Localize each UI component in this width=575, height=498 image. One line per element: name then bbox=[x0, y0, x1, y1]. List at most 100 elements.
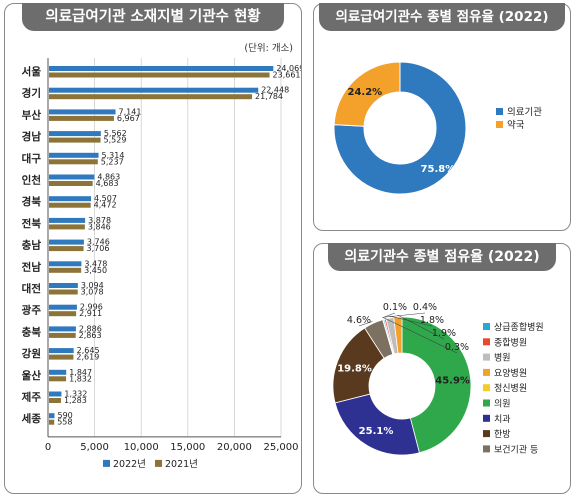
bar bbox=[49, 66, 274, 71]
data-label: 3,878 bbox=[88, 216, 111, 225]
category-label: 경남 bbox=[22, 130, 42, 143]
bar bbox=[49, 261, 82, 267]
data-label: 6,967 bbox=[117, 114, 140, 123]
bar bbox=[49, 246, 84, 252]
x-tick-label: 20,000 bbox=[217, 442, 252, 453]
bar bbox=[49, 224, 85, 230]
slice-label: 24.2% bbox=[348, 87, 383, 98]
donut1-panel: 의료급여기관수 종별 점유율 (2022) 75.8% 24.2% 의료기관 약국 bbox=[313, 3, 571, 231]
legend-swatch bbox=[483, 353, 490, 361]
bar bbox=[49, 109, 116, 115]
legend-swatch bbox=[483, 384, 490, 392]
category-label: 경북 bbox=[22, 195, 42, 208]
legend-label: 종합병원 bbox=[494, 337, 527, 348]
bar bbox=[49, 413, 55, 419]
legend-label: 요양병원 bbox=[494, 368, 527, 379]
data-label: 5,237 bbox=[101, 157, 124, 166]
leader-line bbox=[383, 317, 458, 354]
panel-title: 의료급여기관수 종별 점유율 (2022) bbox=[319, 3, 565, 31]
data-label: 3,450 bbox=[84, 266, 107, 275]
data-label: 1,832 bbox=[69, 374, 92, 383]
category-label: 서울 bbox=[22, 65, 42, 78]
legend-label: 정신병원 bbox=[494, 383, 527, 394]
bar bbox=[49, 332, 76, 338]
legend-swatch bbox=[483, 430, 490, 438]
data-label: 3,078 bbox=[81, 288, 104, 297]
category-label: 전남 bbox=[22, 260, 42, 273]
bar bbox=[49, 391, 62, 397]
category-label: 광주 bbox=[22, 305, 42, 317]
bar bbox=[49, 202, 91, 208]
data-label: 3,846 bbox=[88, 222, 111, 231]
category-label: 인천 bbox=[22, 174, 41, 187]
data-label: 4,863 bbox=[97, 173, 120, 182]
category-label: 경기 bbox=[22, 87, 41, 100]
bar bbox=[49, 376, 67, 382]
legend-swatch bbox=[483, 368, 490, 376]
bar bbox=[49, 181, 93, 186]
bar bbox=[49, 289, 78, 295]
bar bbox=[49, 267, 82, 273]
data-label: 7,141 bbox=[119, 107, 142, 116]
data-label: 5,314 bbox=[102, 151, 125, 160]
legend-label: 2022년 bbox=[113, 459, 146, 470]
data-label: 4,472 bbox=[94, 201, 117, 210]
donut-slice bbox=[393, 316, 403, 354]
legend-swatch bbox=[483, 445, 490, 453]
data-label: 24,069 bbox=[276, 64, 301, 73]
slice-label: 75.8% bbox=[421, 164, 456, 175]
data-label: 558 bbox=[57, 418, 72, 427]
donut-slice bbox=[333, 61, 467, 195]
category-label: 대구 bbox=[22, 152, 42, 165]
data-label: 2,619 bbox=[76, 353, 99, 362]
slice-label: 25.1% bbox=[359, 426, 394, 437]
data-label: 4,683 bbox=[96, 179, 119, 188]
bar bbox=[49, 348, 74, 354]
unit-label: (단위: 개소) bbox=[244, 43, 293, 54]
legend-swatch bbox=[483, 323, 490, 330]
legend-swatch bbox=[483, 399, 490, 407]
slice-label: 45.9% bbox=[435, 376, 470, 387]
slice-label: 4.6% bbox=[347, 315, 371, 326]
data-label: 3,746 bbox=[87, 238, 110, 247]
legend-label: 약국 bbox=[507, 119, 525, 131]
data-label: 3,094 bbox=[81, 281, 104, 290]
data-label: 21,784 bbox=[255, 92, 283, 101]
bar bbox=[49, 239, 84, 245]
bar bbox=[49, 196, 92, 202]
legend-label: 보건기관 등 bbox=[494, 444, 538, 455]
bar bbox=[49, 304, 77, 310]
data-label: 2,645 bbox=[77, 346, 100, 355]
data-label: 5,562 bbox=[104, 129, 127, 138]
x-tick-label: 10,000 bbox=[124, 442, 159, 453]
slice-label: 0.4% bbox=[413, 302, 437, 313]
bar bbox=[49, 87, 259, 93]
bar-chart: 0 5,000 10,000 15,000 20,000 25,000 서울 24,06923… bbox=[22, 58, 301, 470]
bar bbox=[49, 137, 101, 143]
data-label: 23,661 bbox=[273, 71, 301, 80]
panel-title: 의료기관수 종별 점유율 (2022) bbox=[328, 243, 556, 271]
legend-label: 2021년 bbox=[165, 459, 198, 470]
slice-label: 1.8% bbox=[420, 315, 444, 326]
bar bbox=[49, 115, 114, 121]
category-label: 울산 bbox=[22, 369, 42, 382]
legend-label: 의료기관 bbox=[507, 107, 542, 118]
legend-label: 치과 bbox=[494, 413, 511, 425]
legend-swatch bbox=[496, 121, 503, 128]
slice-label: 1.9% bbox=[432, 328, 456, 339]
donut-slice bbox=[401, 316, 472, 454]
bar bbox=[49, 131, 101, 137]
legend-swatch bbox=[483, 414, 490, 422]
leader-line bbox=[382, 312, 396, 319]
legend-label: 한방 bbox=[494, 429, 511, 440]
donut-slice bbox=[333, 61, 401, 127]
data-label: 2,996 bbox=[80, 303, 103, 312]
leader-line bbox=[397, 314, 445, 340]
panel-title: 의료급여기관 소재지별 기관수 현황 bbox=[22, 3, 284, 31]
donut-slice bbox=[334, 393, 420, 456]
donut-chart-2: 45.9% 25.1% 19.8% 0.3% 0.4% 1.8% 1.9% 0.1% 4.6% 상… bbox=[332, 302, 544, 456]
leader-line bbox=[389, 315, 433, 327]
legend-swatch bbox=[155, 459, 162, 467]
leader-line bbox=[358, 321, 373, 327]
